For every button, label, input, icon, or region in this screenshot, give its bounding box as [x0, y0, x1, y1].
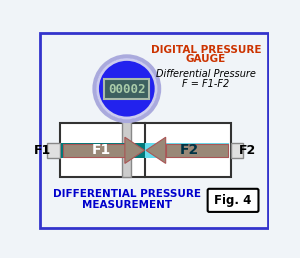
Bar: [166, 144, 228, 157]
Bar: [122, 119, 131, 177]
Text: F2: F2: [239, 144, 256, 157]
Text: GAUGE: GAUGE: [186, 54, 226, 64]
FancyBboxPatch shape: [40, 33, 268, 228]
Polygon shape: [146, 137, 166, 163]
Bar: [61, 143, 145, 158]
Bar: [145, 143, 229, 158]
Text: F2: F2: [180, 143, 199, 157]
Text: F1: F1: [34, 144, 52, 157]
Bar: [63, 144, 125, 157]
Text: DIGITAL PRESSURE: DIGITAL PRESSURE: [151, 45, 261, 55]
Bar: [60, 123, 231, 177]
Text: 00002: 00002: [108, 83, 146, 96]
Circle shape: [94, 56, 159, 121]
Polygon shape: [125, 137, 145, 163]
Text: DIFFERENTIAL PRESSURE
MEASUREMENT: DIFFERENTIAL PRESSURE MEASUREMENT: [53, 189, 201, 211]
Bar: [47, 143, 60, 158]
Text: Fig. 4: Fig. 4: [214, 194, 252, 207]
Text: Differential Pressure: Differential Pressure: [156, 69, 256, 79]
FancyBboxPatch shape: [104, 79, 149, 99]
Text: F1: F1: [92, 143, 111, 157]
Bar: [231, 143, 243, 158]
FancyBboxPatch shape: [208, 189, 259, 212]
Text: F = F1-F2: F = F1-F2: [182, 79, 230, 90]
